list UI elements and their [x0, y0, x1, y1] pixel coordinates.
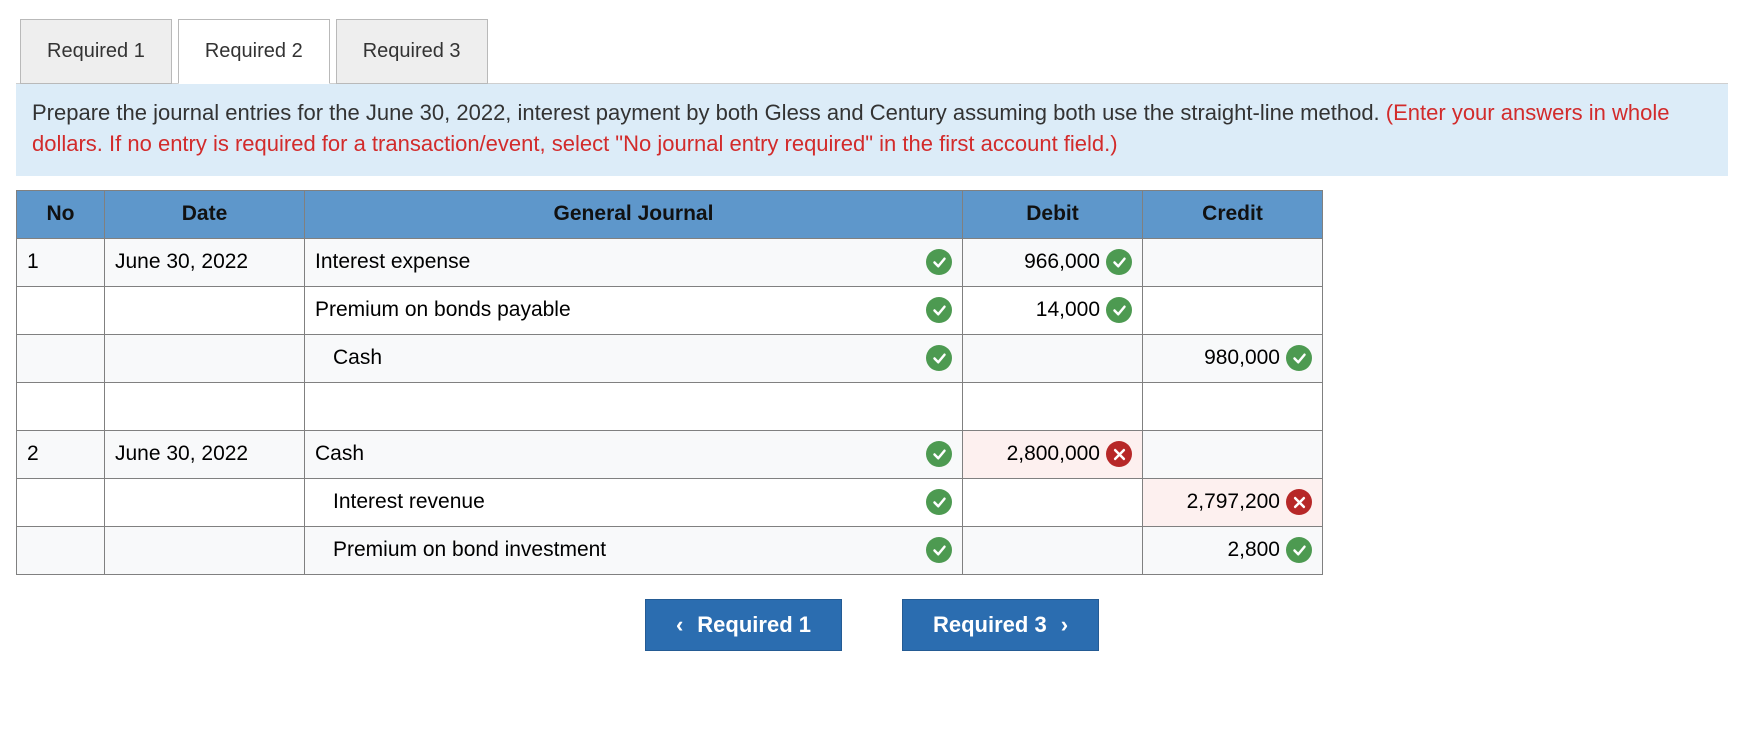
tab-required-1[interactable]: Required 1 [20, 19, 172, 84]
cell-date [105, 286, 305, 334]
cell-debit[interactable]: 14,000 [963, 286, 1143, 334]
table-row: Premium on bonds payable 14,000 [17, 286, 1323, 334]
cell-date [105, 334, 305, 382]
instruction-box: Prepare the journal entries for the June… [16, 83, 1728, 176]
prev-button[interactable]: ‹ Required 1 [645, 599, 842, 651]
cell-no [17, 334, 105, 382]
table-row: 2June 30, 2022 Cash 2,800,000 [17, 430, 1323, 478]
cell-no: 2 [17, 430, 105, 478]
cell-date: June 30, 2022 [105, 430, 305, 478]
cell-account [305, 382, 963, 430]
general-journal-table: No Date General Journal Debit Credit 1Ju… [16, 190, 1323, 575]
cell-account[interactable]: Cash [305, 430, 963, 478]
col-header-date: Date [105, 190, 305, 238]
cell-date [105, 478, 305, 526]
checkmark-icon [1106, 297, 1132, 323]
cell-debit[interactable] [963, 526, 1143, 574]
cell-account[interactable]: Premium on bond investment [305, 526, 963, 574]
account-label: Premium on bonds payable [315, 298, 918, 322]
tab-list: Required 1 Required 2 Required 3 [16, 18, 1728, 83]
checkmark-icon [926, 297, 952, 323]
table-row: Cash 980,000 [17, 334, 1323, 382]
tab-label: Required 2 [205, 40, 303, 62]
chevron-right-icon: › [1061, 612, 1068, 638]
prev-button-label: Required 1 [697, 612, 811, 638]
cross-icon [1106, 441, 1132, 467]
checkmark-icon [1106, 249, 1132, 275]
account-label: Premium on bond investment [315, 538, 918, 562]
checkmark-icon [1286, 345, 1312, 371]
tab-required-2[interactable]: Required 2 [178, 19, 330, 84]
cell-credit[interactable]: 980,000 [1143, 334, 1323, 382]
cell-debit[interactable] [963, 334, 1143, 382]
credit-value: 2,800 [1227, 538, 1280, 562]
table-row: Premium on bond investment 2,800 [17, 526, 1323, 574]
cross-icon [1286, 489, 1312, 515]
debit-value: 2,800,000 [1007, 442, 1100, 466]
table-spacer-row [17, 382, 1323, 430]
account-label: Interest expense [315, 250, 918, 274]
checkmark-icon [926, 345, 952, 371]
checkmark-icon [926, 441, 952, 467]
cell-credit[interactable] [1143, 430, 1323, 478]
cell-credit[interactable] [1143, 286, 1323, 334]
debit-value: 966,000 [1024, 250, 1100, 274]
cell-credit[interactable]: 2,797,200 [1143, 478, 1323, 526]
col-header-no: No [17, 190, 105, 238]
cell-no [17, 478, 105, 526]
col-header-gj: General Journal [305, 190, 963, 238]
account-label: Cash [315, 346, 918, 370]
cell-no: 1 [17, 238, 105, 286]
table-row: Interest revenue 2,797,200 [17, 478, 1323, 526]
cell-no [17, 382, 105, 430]
cell-credit[interactable]: 2,800 [1143, 526, 1323, 574]
chevron-left-icon: ‹ [676, 612, 683, 638]
debit-value: 14,000 [1036, 298, 1100, 322]
cell-account[interactable]: Premium on bonds payable [305, 286, 963, 334]
checkmark-icon [926, 489, 952, 515]
cell-account[interactable]: Interest revenue [305, 478, 963, 526]
col-header-debit: Debit [963, 190, 1143, 238]
next-button[interactable]: Required 3 › [902, 599, 1099, 651]
cell-debit [963, 382, 1143, 430]
cell-debit[interactable]: 966,000 [963, 238, 1143, 286]
table-row: 1June 30, 2022 Interest expense 966,000 [17, 238, 1323, 286]
cell-credit [1143, 382, 1323, 430]
checkmark-icon [926, 249, 952, 275]
cell-no [17, 526, 105, 574]
cell-debit[interactable] [963, 478, 1143, 526]
cell-date [105, 382, 305, 430]
checkmark-icon [1286, 537, 1312, 563]
instruction-text: Prepare the journal entries for the June… [32, 100, 1386, 125]
tab-label: Required 3 [363, 40, 461, 62]
credit-value: 2,797,200 [1187, 490, 1280, 514]
cell-credit[interactable] [1143, 238, 1323, 286]
account-label: Cash [315, 442, 918, 466]
cell-no [17, 286, 105, 334]
nav-row: ‹ Required 1 Required 3 › [16, 575, 1728, 651]
cell-account[interactable]: Cash [305, 334, 963, 382]
tab-required-3[interactable]: Required 3 [336, 19, 488, 84]
cell-debit[interactable]: 2,800,000 [963, 430, 1143, 478]
col-header-credit: Credit [1143, 190, 1323, 238]
next-button-label: Required 3 [933, 612, 1047, 638]
cell-date: June 30, 2022 [105, 238, 305, 286]
credit-value: 980,000 [1204, 346, 1280, 370]
cell-account[interactable]: Interest expense [305, 238, 963, 286]
checkmark-icon [926, 537, 952, 563]
cell-date [105, 526, 305, 574]
account-label: Interest revenue [315, 490, 918, 514]
tab-label: Required 1 [47, 40, 145, 62]
